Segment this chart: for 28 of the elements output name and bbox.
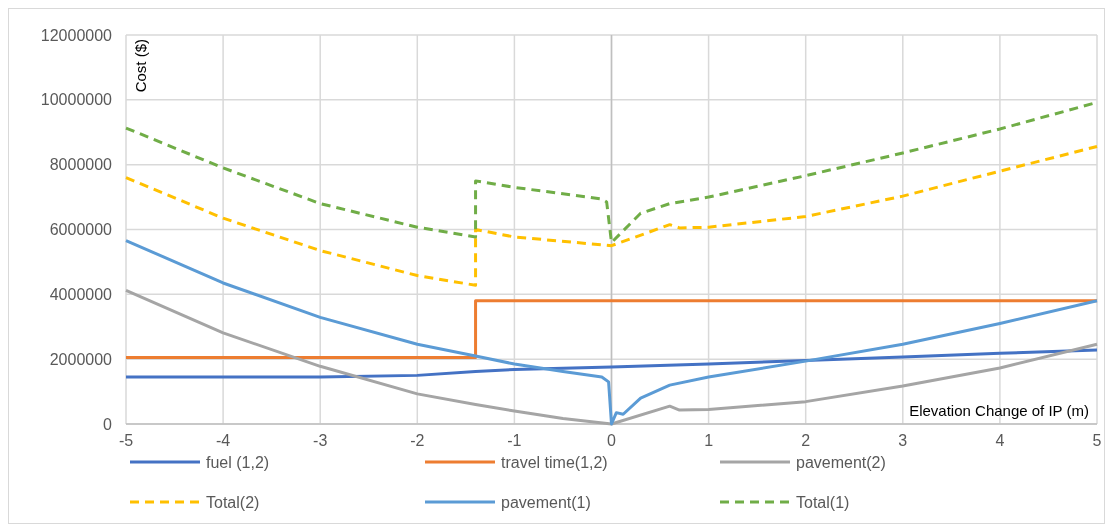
y-tick-label: 12000000 <box>40 26 113 44</box>
legend-label: pavement(2) <box>796 453 886 471</box>
line-series <box>124 145 1099 287</box>
x-tick-label: 1 <box>704 432 714 449</box>
x-tick-label: 4 <box>995 432 1005 449</box>
legend-label: fuel (1,2) <box>206 453 270 471</box>
line-series <box>124 348 1099 379</box>
x-tick-label: -1 <box>507 432 522 449</box>
legend-label: Total(1) <box>796 493 850 511</box>
x-tick-label: 3 <box>898 432 908 449</box>
y-tick-label: 10000000 <box>40 91 113 109</box>
legend-label: Total(2) <box>206 493 260 511</box>
legend-label: travel time(1,2) <box>501 453 608 471</box>
y-tick-label: 0 <box>103 415 113 433</box>
x-tick-label: -3 <box>313 432 328 449</box>
x-tick-label: -2 <box>410 432 425 449</box>
y-tick-label: 8000000 <box>49 156 113 174</box>
x-tick-label: 5 <box>1092 432 1102 449</box>
y-tick-label: 2000000 <box>49 350 113 368</box>
y-axis-title: Cost ($) <box>132 39 149 93</box>
x-tick-label: -4 <box>215 432 231 449</box>
x-tick-label: 2 <box>801 432 811 449</box>
x-axis-title: Elevation Change of IP (m) <box>909 402 1089 419</box>
y-tick-label: 4000000 <box>49 285 113 303</box>
y-tick-label: 6000000 <box>49 221 113 239</box>
x-tick-label: -5 <box>118 432 134 449</box>
x-tick-label: 0 <box>607 432 617 449</box>
legend-label: pavement(1) <box>501 493 591 511</box>
